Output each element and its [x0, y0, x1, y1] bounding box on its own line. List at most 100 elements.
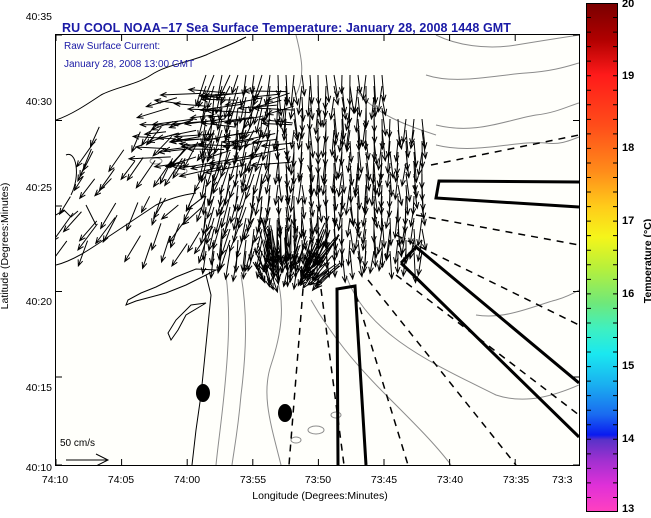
current-vector [331, 250, 338, 279]
current-vector [140, 196, 151, 214]
colorbar-tick-label: 15 [622, 360, 635, 372]
current-vector [153, 98, 181, 105]
current-vector [204, 74, 215, 99]
current-vector [381, 129, 388, 163]
current-vector [412, 228, 418, 252]
current-vector [230, 133, 276, 145]
current-vector [286, 219, 292, 259]
current-vector [270, 272, 279, 294]
current-vector [373, 206, 380, 229]
current-vector [253, 217, 263, 243]
current-vector [160, 204, 179, 220]
current-vector [259, 117, 293, 124]
current-vector [397, 184, 404, 207]
current-vector [247, 250, 255, 272]
y-tick-label: 40:25 [25, 182, 52, 194]
current-vector [231, 74, 239, 95]
current-vector [78, 220, 98, 242]
current-vector [272, 129, 279, 152]
current-vector [397, 129, 404, 151]
current-vector [289, 151, 295, 176]
current-vector [413, 173, 419, 199]
station-marker-1 [196, 384, 210, 402]
current-vector [291, 272, 298, 291]
current-vector [206, 195, 215, 220]
current-vector [238, 151, 247, 179]
current-vector [306, 268, 328, 286]
current-vector [141, 124, 155, 147]
current-vector [102, 214, 118, 244]
current-vector [205, 162, 215, 188]
station-markers [196, 384, 292, 422]
current-vector [203, 164, 247, 175]
current-vector [320, 173, 327, 197]
current-vector [332, 206, 338, 227]
current-vector [237, 184, 247, 212]
current-vector [381, 107, 388, 137]
sector-dashed-lines [288, 134, 579, 465]
current-vector [164, 157, 183, 187]
current-vector [315, 262, 340, 285]
current-vector [242, 88, 287, 94]
current-vector [228, 151, 239, 182]
current-vector [264, 264, 271, 288]
current-vector [189, 162, 223, 171]
current-vector [207, 228, 215, 252]
current-vector [205, 206, 215, 233]
current-vector [135, 107, 169, 119]
colorbar-tick-label: 14 [622, 433, 635, 445]
current-vector [295, 173, 303, 206]
current-vector [229, 195, 239, 225]
current-vector [379, 239, 386, 269]
current-vector [280, 96, 287, 125]
current-vector [223, 96, 231, 120]
current-vector [336, 206, 343, 232]
current-vector [279, 252, 286, 274]
map-plot-area[interactable]: Raw Surface Current: January 28, 2008 13… [55, 34, 580, 466]
colorbar-tick-label: 17 [622, 215, 635, 227]
current-vector [345, 217, 352, 238]
current-vector [362, 107, 369, 131]
current-vector [224, 97, 263, 107]
current-vector [187, 87, 226, 94]
current-vector [168, 219, 186, 244]
annotation-line-1: Raw Surface Current: [64, 41, 161, 52]
current-vector [131, 131, 141, 153]
current-vector [237, 206, 247, 230]
current-vector [223, 154, 263, 165]
current-vector [261, 120, 293, 127]
current-vector [143, 130, 167, 137]
current-vector [349, 85, 356, 115]
current-vector [120, 160, 136, 181]
current-vector [273, 184, 280, 206]
current-vector [264, 173, 271, 195]
current-vector [127, 155, 171, 162]
x-tick-label: 73:45 [370, 474, 398, 486]
current-vector [291, 227, 299, 263]
current-vector [296, 85, 303, 116]
current-vector [318, 233, 340, 269]
current-vector [338, 74, 345, 95]
current-vector [421, 206, 427, 227]
current-vector [357, 250, 364, 278]
current-vector [208, 250, 215, 280]
colorbar-tick-label: 16 [622, 288, 635, 300]
current-vector [394, 250, 401, 275]
current-vector [160, 235, 171, 264]
current-vector [344, 184, 351, 216]
current-vector [62, 211, 82, 233]
current-vector [252, 85, 263, 107]
current-vector [416, 239, 423, 263]
current-vector [228, 228, 239, 253]
colorbar-ticks [586, 17, 618, 498]
current-vector [243, 217, 255, 241]
current-vector [169, 223, 180, 249]
current-vector [193, 226, 214, 255]
current-vector [260, 142, 294, 149]
current-vector [405, 173, 412, 203]
current-vector [273, 162, 279, 186]
current-vector [94, 217, 116, 245]
current-vector [56, 240, 68, 257]
current-vector [156, 129, 197, 140]
current-vector [360, 228, 367, 252]
